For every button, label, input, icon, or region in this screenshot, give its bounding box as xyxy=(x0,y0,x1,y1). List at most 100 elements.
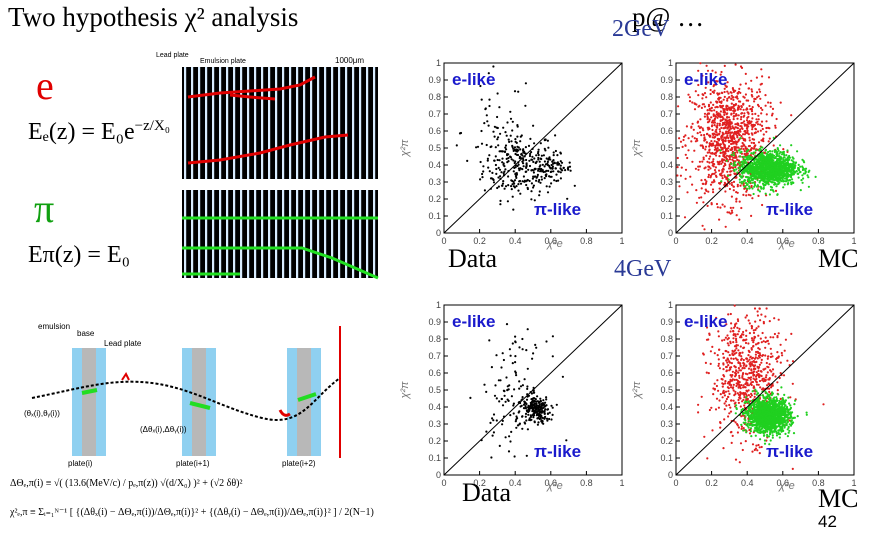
data-point xyxy=(760,388,764,391)
data-point xyxy=(738,218,741,221)
data-point xyxy=(758,163,761,166)
data-point xyxy=(746,398,749,401)
data-point xyxy=(785,154,788,157)
data-point xyxy=(704,145,708,148)
data-point xyxy=(732,189,735,192)
data-point xyxy=(791,382,794,385)
data-point xyxy=(519,167,522,170)
data-point xyxy=(682,138,685,142)
data-point xyxy=(751,181,754,184)
pion-formula: Eπ(z) = E₀ xyxy=(28,242,130,268)
data-point xyxy=(722,391,725,394)
data-point xyxy=(516,124,519,127)
data-point xyxy=(719,73,722,76)
data-point xyxy=(696,139,699,142)
data-point xyxy=(732,96,735,99)
data-point xyxy=(727,395,730,398)
data-point xyxy=(505,376,508,379)
data-point xyxy=(732,154,736,157)
lead-plate-stripe xyxy=(289,190,292,278)
data-point xyxy=(533,199,536,202)
data-point xyxy=(522,165,525,168)
data-point xyxy=(550,163,553,167)
data-point xyxy=(727,178,730,181)
data-point xyxy=(718,155,721,158)
data-point xyxy=(721,378,724,381)
data-point xyxy=(786,435,789,438)
data-point xyxy=(703,136,706,139)
data-point xyxy=(751,197,754,200)
data-point xyxy=(481,172,484,176)
data-point xyxy=(759,386,762,389)
data-point xyxy=(747,384,750,387)
data-point xyxy=(764,157,767,160)
data-point xyxy=(538,167,541,171)
scale-label: 1000μm xyxy=(335,56,364,65)
data-point xyxy=(511,129,514,132)
data-point xyxy=(776,351,779,354)
data-point xyxy=(757,149,761,152)
data-point xyxy=(533,399,536,402)
data-point xyxy=(727,364,730,367)
lead-plate-stripe xyxy=(268,67,271,179)
data-point xyxy=(743,152,746,156)
data-point xyxy=(728,96,731,99)
y-tick-label: 0.5 xyxy=(428,385,441,395)
data-point xyxy=(538,160,541,163)
data-point xyxy=(723,136,726,139)
e-like-label: e-like xyxy=(452,312,495,331)
data-point xyxy=(542,447,545,450)
data-point xyxy=(745,183,749,187)
data-point xyxy=(756,314,759,317)
data-point xyxy=(749,355,752,358)
data-point xyxy=(708,142,711,145)
data-point xyxy=(552,154,555,157)
data-point xyxy=(729,386,733,389)
data-point xyxy=(487,124,490,127)
data-point xyxy=(745,329,748,332)
data-point xyxy=(732,185,735,188)
data-point xyxy=(499,199,502,202)
data-point xyxy=(516,424,520,427)
data-point xyxy=(750,347,753,350)
data-point xyxy=(743,112,746,115)
data-point xyxy=(526,178,529,182)
data-point xyxy=(723,175,727,178)
data-point xyxy=(722,368,725,371)
data-point xyxy=(786,178,789,181)
data-point xyxy=(777,332,780,335)
data-point xyxy=(764,94,767,97)
data-point xyxy=(716,354,719,357)
data-point xyxy=(686,191,689,194)
data-point xyxy=(511,120,514,123)
data-point xyxy=(711,172,714,175)
data-point xyxy=(475,146,478,149)
data-point xyxy=(524,415,527,418)
data-point xyxy=(790,144,793,147)
data-point xyxy=(519,148,522,151)
data-point xyxy=(718,399,721,402)
data-point xyxy=(738,87,741,90)
y-axis-label: χ²π xyxy=(631,139,643,158)
data-point xyxy=(512,404,515,407)
data-point xyxy=(738,162,741,165)
data-point xyxy=(745,194,748,197)
data-point xyxy=(497,166,500,169)
data-point xyxy=(728,354,731,357)
electron-symbol: e xyxy=(36,63,54,108)
data-point xyxy=(480,129,483,133)
data-point xyxy=(749,365,752,368)
data-point xyxy=(744,161,747,164)
data-point xyxy=(706,121,710,124)
x-axis-label: χ²e xyxy=(546,238,563,250)
data-point xyxy=(753,430,756,433)
data-point xyxy=(742,358,745,362)
data-point xyxy=(553,179,556,182)
data-point xyxy=(559,152,562,155)
data-point xyxy=(514,138,517,141)
data-point xyxy=(774,174,777,177)
data-point xyxy=(775,117,778,121)
data-point xyxy=(683,216,687,219)
delta-theta-equation: ΔΘₑ,π(i) ≡ √( (13.6(MeV/c) / pₑ,π(z)) √(… xyxy=(10,478,243,489)
data-point xyxy=(746,166,749,169)
